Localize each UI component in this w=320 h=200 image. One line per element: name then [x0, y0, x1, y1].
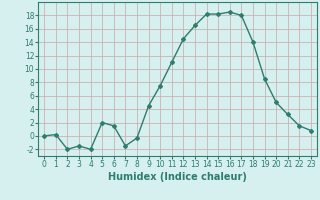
X-axis label: Humidex (Indice chaleur): Humidex (Indice chaleur)	[108, 172, 247, 182]
